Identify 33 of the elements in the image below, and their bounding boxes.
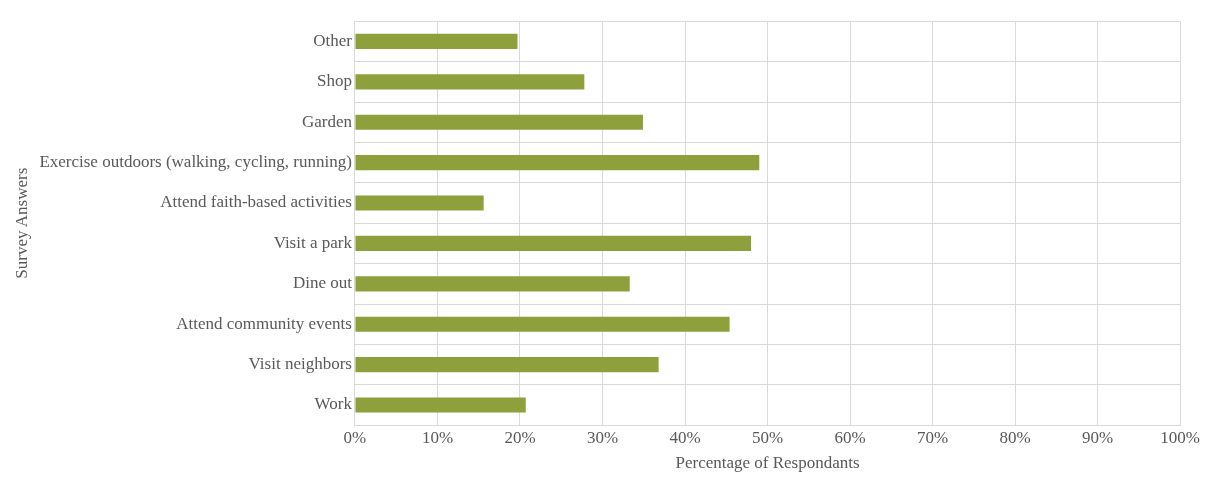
bar — [355, 235, 752, 251]
x-tick-label: 0% — [343, 427, 367, 447]
x-axis-title: Percentage of Respondants — [675, 453, 860, 473]
x-tick-label: 30% — [586, 427, 619, 447]
bar — [355, 397, 526, 413]
y-tick-label: Attend faith-based activities — [160, 192, 352, 212]
bar — [355, 276, 630, 292]
y-tick-label: Visit a park — [273, 232, 353, 252]
x-tick-label: 100% — [1160, 427, 1201, 447]
y-tick-label: Dine out — [292, 273, 353, 293]
y-tick-label: Exercise outdoors (walking, cycling, running) — [39, 152, 352, 172]
bar — [355, 74, 585, 90]
bar — [355, 316, 730, 332]
y-tick-label: Work — [314, 394, 353, 414]
y-tick-label: Shop — [316, 71, 352, 91]
y-tick-label: Other — [313, 30, 353, 50]
bar — [355, 155, 760, 171]
bar — [355, 195, 484, 211]
y-tick-label: Garden — [301, 111, 353, 131]
bar — [355, 357, 659, 373]
y-tick-label: Visit neighbors — [248, 354, 352, 374]
x-tick-label: 20% — [504, 427, 536, 447]
y-tick-label: Attend community events — [176, 313, 352, 333]
x-tick-label: 40% — [669, 427, 701, 447]
x-tick-label: 80% — [999, 427, 1031, 447]
x-tick-label: 50% — [751, 427, 784, 447]
bar — [355, 33, 518, 49]
x-tick-label: 60% — [834, 427, 866, 447]
bar — [355, 114, 643, 130]
x-tick-label: 10% — [421, 427, 454, 447]
x-tick-label: 70% — [917, 427, 949, 447]
y-axis-title: Survey Answers — [11, 167, 31, 279]
x-tick-label: 90% — [1082, 427, 1114, 447]
